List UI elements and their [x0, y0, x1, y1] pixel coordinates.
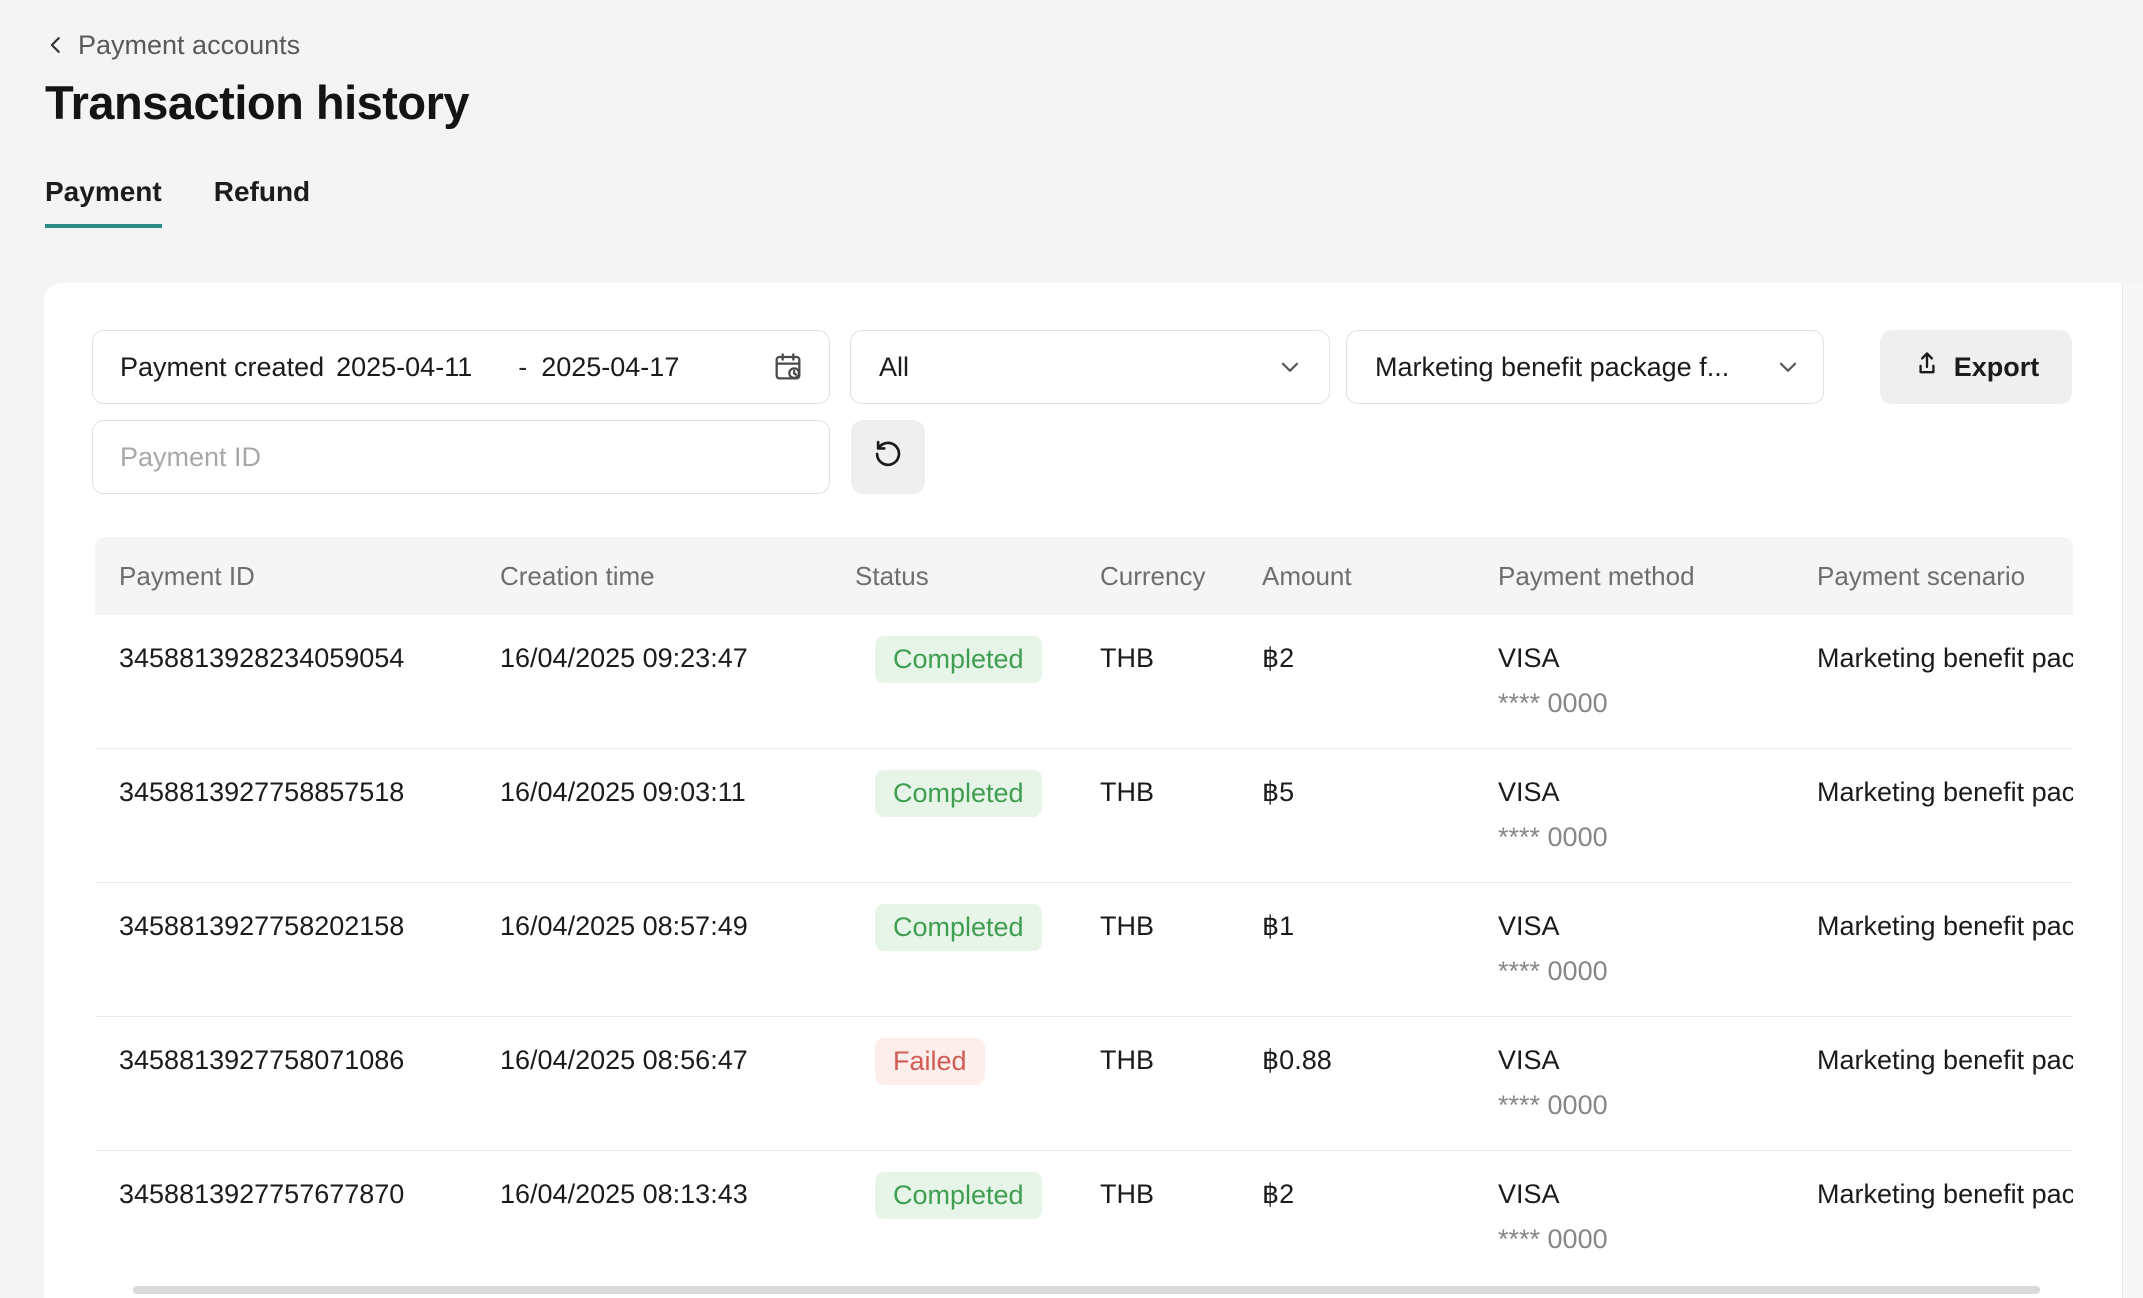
cell-currency: THB [1100, 643, 1154, 673]
cell-currency: THB [1100, 1179, 1154, 1209]
breadcrumb-label: Payment accounts [78, 30, 301, 60]
table-row[interactable]: 3458813927758071086 16/04/2025 08:56:47 … [95, 1017, 2073, 1151]
cell-amount: ฿2 [1262, 1179, 1295, 1209]
payment-method-brand: VISA [1498, 777, 1560, 807]
horizontal-scrollbar-thumb[interactable] [133, 1286, 2040, 1294]
payment-method-brand: VISA [1498, 643, 1560, 673]
chevron-down-icon [1277, 354, 1303, 380]
cell-payment-id: 3458813927758071086 [119, 1045, 405, 1075]
cell-payment-method: VISA **** 0000 [1474, 1151, 1793, 1285]
cell-amount: ฿0.88 [1262, 1045, 1332, 1075]
table-row[interactable]: 3458813928234059054 16/04/2025 09:23:47 … [95, 615, 2073, 749]
date-range-separator: - [518, 351, 528, 382]
cell-payment-scenario: Marketing benefit pack [1817, 1045, 2073, 1075]
vertical-scrollbar-track[interactable] [2122, 283, 2143, 1298]
table-row[interactable]: 3458813927757677870 16/04/2025 08:13:43 … [95, 1151, 2073, 1285]
payment-id-input[interactable] [92, 420, 830, 494]
cell-payment-scenario: Marketing benefit pack [1817, 1179, 2073, 1209]
payment-method-masked: **** 0000 [1498, 688, 1608, 718]
cell-status: Completed [831, 883, 1076, 1016]
cell-payment-id: 3458813928234059054 [119, 643, 405, 673]
cell-status: Failed [831, 1017, 1076, 1150]
cell-currency: THB [1100, 1045, 1154, 1075]
cell-payment-method: VISA **** 0000 [1474, 749, 1793, 882]
payment-method-masked: **** 0000 [1498, 822, 1608, 852]
tab-bar: Payment Refund [45, 176, 2143, 228]
date-range-end: 2025-04-17 [541, 351, 680, 382]
refresh-button[interactable] [851, 420, 925, 494]
cell-creation-time: 16/04/2025 08:57:49 [500, 911, 748, 941]
content-card: Payment created 2025-04-11 - 2025-04-17 … [44, 283, 2143, 1298]
column-header-payment-id: Payment ID [119, 560, 255, 591]
payment-method-masked: **** 0000 [1498, 956, 1608, 986]
cell-amount: ฿2 [1262, 643, 1295, 673]
cell-payment-id: 3458813927758857518 [119, 777, 405, 807]
cell-status: Completed [831, 1151, 1076, 1285]
cell-creation-time: 16/04/2025 08:56:47 [500, 1045, 748, 1075]
cell-payment-id: 3458813927757677870 [119, 1179, 405, 1209]
cell-currency: THB [1100, 911, 1154, 941]
date-range-picker[interactable]: Payment created 2025-04-11 - 2025-04-17 [92, 330, 830, 404]
transactions-table: Payment ID Creation time Status Currency… [95, 537, 2073, 1285]
payment-method-brand: VISA [1498, 1179, 1560, 1209]
tab-payment[interactable]: Payment [45, 176, 162, 228]
column-header-creation-time: Creation time [500, 560, 655, 591]
status-badge: Completed [875, 770, 1042, 817]
export-button[interactable]: Export [1880, 330, 2072, 404]
status-badge: Completed [875, 636, 1042, 683]
export-button-label: Export [1953, 351, 2040, 382]
column-header-status: Status [855, 560, 929, 591]
scenario-filter-value: Marketing benefit package f... [1375, 351, 1730, 382]
table-row[interactable]: 3458813927758202158 16/04/2025 08:57:49 … [95, 883, 2073, 1017]
cell-status: Completed [831, 749, 1076, 882]
page-header: Payment accounts Transaction history Pay… [0, 0, 2143, 228]
status-filter-select[interactable]: All [850, 330, 1330, 404]
cell-payment-method: VISA **** 0000 [1474, 883, 1793, 1016]
column-header-amount: Amount [1262, 560, 1352, 591]
export-upload-icon [1913, 350, 1941, 385]
table-header-row: Payment ID Creation time Status Currency… [95, 537, 2073, 615]
page-title: Transaction history [45, 76, 470, 129]
column-header-payment-method: Payment method [1498, 560, 1695, 591]
cell-payment-scenario: Marketing benefit pack [1817, 911, 2073, 941]
chevron-down-icon [1775, 354, 1801, 380]
table-row[interactable]: 3458813927758857518 16/04/2025 09:03:11 … [95, 749, 2073, 883]
cell-payment-method: VISA **** 0000 [1474, 615, 1793, 748]
date-range-start: 2025-04-11 [336, 351, 473, 382]
cell-creation-time: 16/04/2025 08:13:43 [500, 1179, 748, 1209]
cell-amount: ฿1 [1262, 911, 1295, 941]
cell-creation-time: 16/04/2025 09:23:47 [500, 643, 748, 673]
payment-method-brand: VISA [1498, 1045, 1560, 1075]
status-filter-value: All [879, 351, 910, 382]
chevron-left-icon [45, 34, 67, 56]
refresh-icon [872, 438, 904, 477]
filter-row-secondary [92, 420, 2072, 494]
status-badge: Completed [875, 904, 1042, 951]
cell-payment-scenario: Marketing benefit pack [1817, 643, 2073, 673]
cell-amount: ฿5 [1262, 777, 1295, 807]
cell-payment-id: 3458813927758202158 [119, 911, 405, 941]
column-header-currency: Currency [1100, 560, 1206, 591]
date-range-label: Payment created [120, 351, 325, 382]
cell-creation-time: 16/04/2025 09:03:11 [500, 777, 746, 807]
payment-method-masked: **** 0000 [1498, 1090, 1608, 1120]
cell-payment-method: VISA **** 0000 [1474, 1017, 1793, 1150]
cell-currency: THB [1100, 777, 1154, 807]
scenario-filter-select[interactable]: Marketing benefit package f... [1346, 330, 1824, 404]
payment-method-masked: **** 0000 [1498, 1224, 1608, 1254]
filter-row-primary: Payment created 2025-04-11 - 2025-04-17 … [92, 330, 2072, 404]
status-badge: Failed [875, 1038, 985, 1085]
breadcrumb-back-link[interactable]: Payment accounts [45, 28, 300, 62]
payment-method-brand: VISA [1498, 911, 1560, 941]
status-badge: Completed [875, 1172, 1042, 1219]
column-header-payment-scenario: Payment scenario [1817, 560, 2026, 591]
tab-refund[interactable]: Refund [213, 176, 311, 207]
cell-status: Completed [831, 615, 1076, 748]
cell-payment-scenario: Marketing benefit pack [1817, 777, 2073, 807]
calendar-clock-icon [772, 351, 804, 383]
